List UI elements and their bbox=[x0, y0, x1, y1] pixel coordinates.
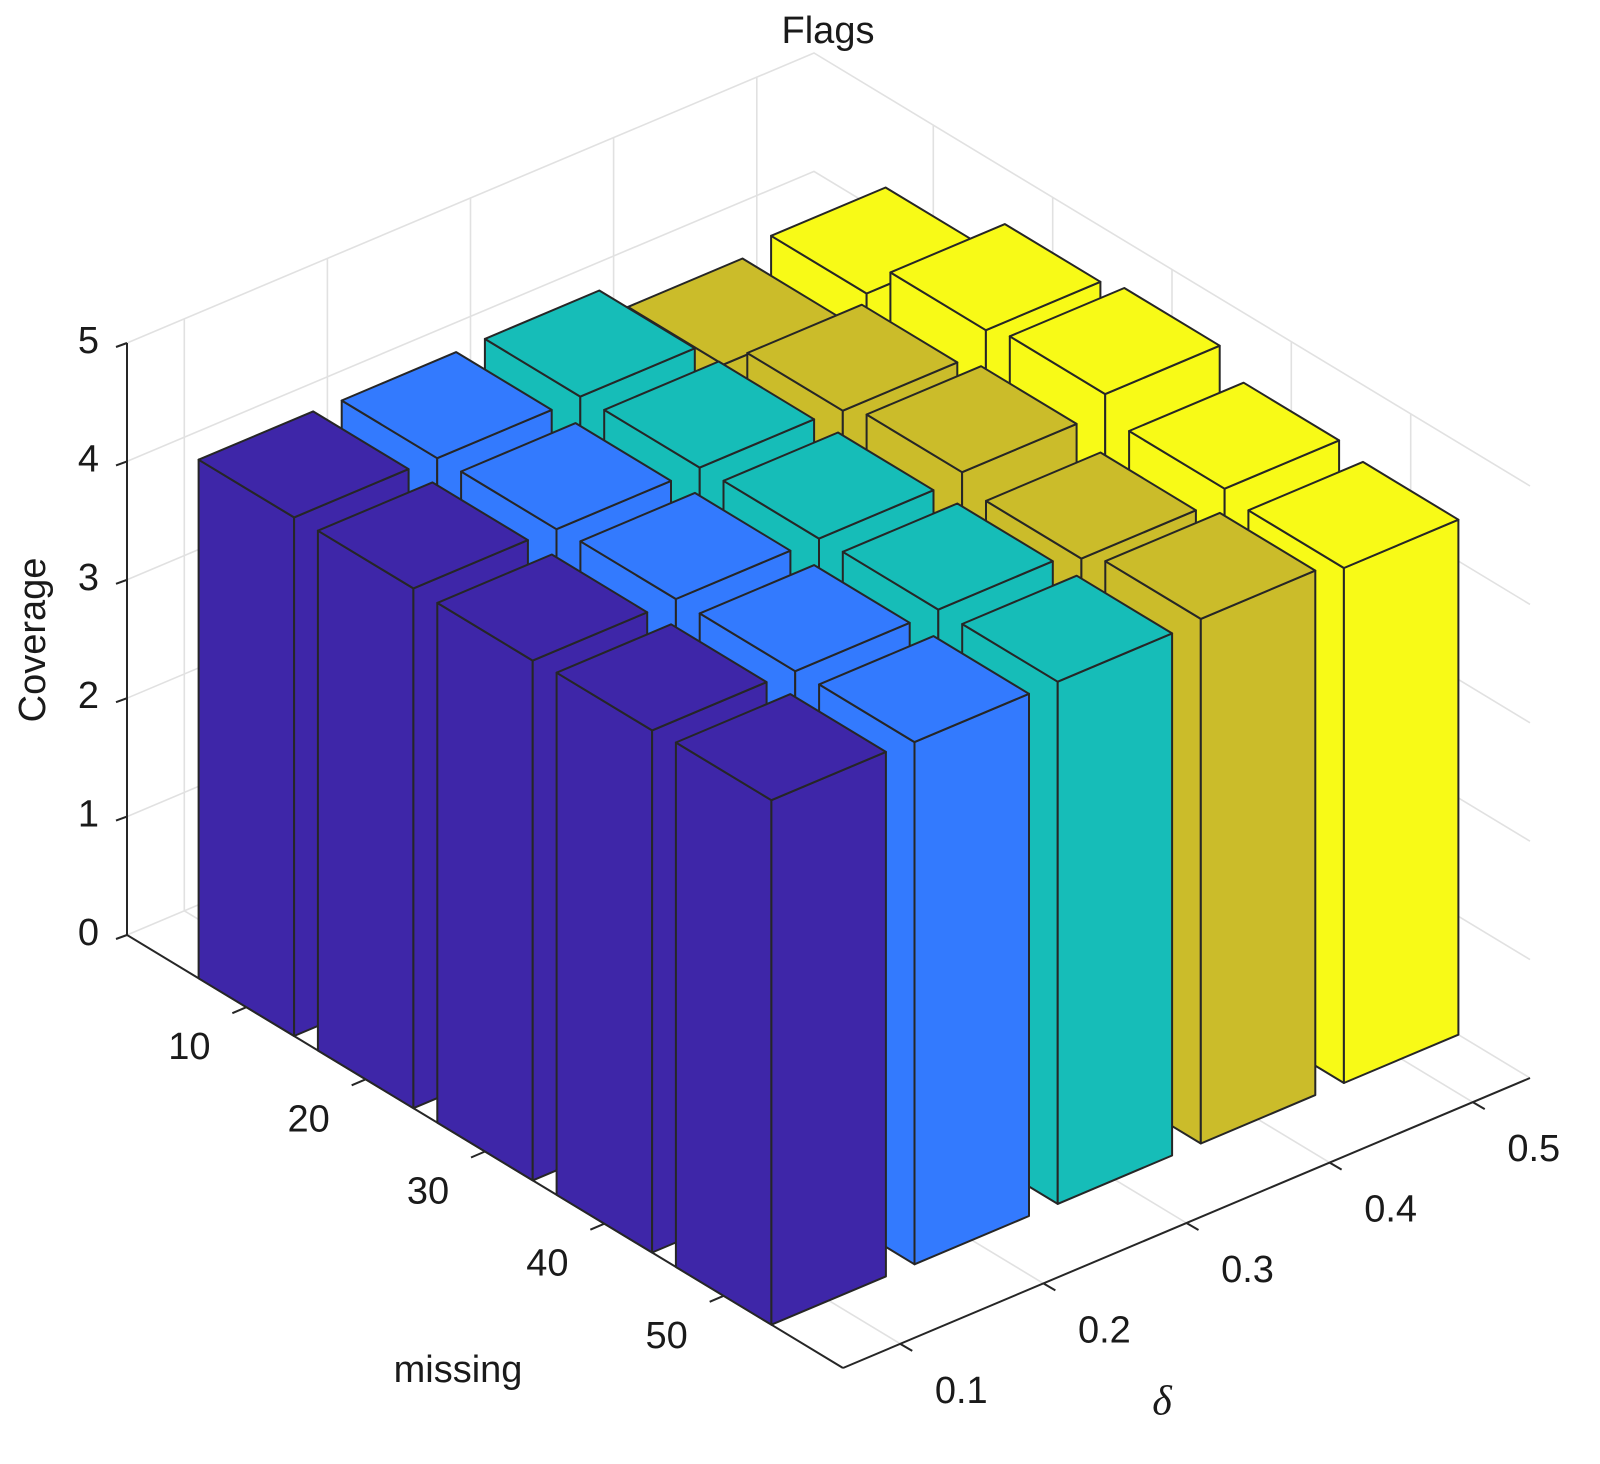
y-tick bbox=[899, 1342, 913, 1352]
axis-line bbox=[842, 1077, 1531, 1369]
z-tick bbox=[115, 342, 128, 348]
chart-title: Flags bbox=[782, 10, 875, 52]
bar-face-right bbox=[1199, 569, 1317, 1145]
x-axis-label: missing bbox=[394, 1349, 523, 1391]
z-tick bbox=[115, 578, 128, 585]
bar-top bbox=[340, 351, 553, 460]
x-tick-label: 10 bbox=[168, 1026, 210, 1068]
bar-face-left bbox=[436, 601, 534, 1182]
bar-top bbox=[674, 693, 887, 802]
x-tick-label: 50 bbox=[646, 1315, 688, 1357]
bar bbox=[674, 693, 887, 1326]
z-axis-label: Coverage bbox=[12, 558, 54, 723]
bar-top bbox=[746, 303, 959, 412]
y-tick bbox=[1329, 1161, 1343, 1171]
bar-top bbox=[603, 360, 816, 469]
x-tick-label: 20 bbox=[288, 1098, 330, 1140]
z-tick-label: 2 bbox=[78, 675, 99, 717]
grid-line bbox=[126, 52, 1531, 487]
bar-top bbox=[889, 223, 1102, 332]
bar-face-left bbox=[316, 529, 415, 1110]
x-tick bbox=[589, 1222, 605, 1231]
bar-face-right bbox=[770, 750, 887, 1326]
bar-top bbox=[865, 365, 1078, 474]
z-tick-label: 4 bbox=[78, 438, 99, 480]
bar-top bbox=[1128, 381, 1341, 490]
z-tick bbox=[115, 815, 128, 822]
z-tick bbox=[115, 697, 128, 704]
bar bbox=[197, 410, 410, 1037]
bar-face-right bbox=[913, 692, 1030, 1266]
y-tick-label: 0.5 bbox=[1507, 1128, 1560, 1170]
bar-top bbox=[961, 574, 1174, 683]
x-tick-label: 40 bbox=[526, 1243, 568, 1285]
bar-face-right bbox=[1056, 632, 1174, 1205]
bar-top bbox=[841, 502, 1054, 611]
y-tick bbox=[1042, 1282, 1056, 1292]
x-tick bbox=[470, 1150, 486, 1159]
bar-top bbox=[1247, 460, 1460, 569]
z-tick-label: 3 bbox=[78, 557, 99, 599]
bar-top bbox=[436, 553, 649, 662]
bar-top bbox=[698, 564, 911, 673]
bar-top bbox=[316, 481, 529, 590]
bar-face-left bbox=[197, 458, 296, 1037]
x-tick-label: 30 bbox=[407, 1171, 449, 1213]
z-tick bbox=[115, 934, 128, 940]
z-tick-label: 0 bbox=[78, 912, 99, 954]
bar-top bbox=[985, 451, 1197, 560]
bar-face-right bbox=[1342, 518, 1460, 1084]
bars bbox=[197, 186, 1460, 1326]
y-tick-label: 0.3 bbox=[1221, 1249, 1274, 1291]
axes: 0 1 2 3 4 5 10 20 30 40 50 0.1 0.2 0.3 0.4 0.5 bbox=[78, 320, 1560, 1412]
x-tick bbox=[709, 1294, 725, 1303]
y-tick-label: 0.4 bbox=[1364, 1189, 1417, 1231]
y-tick bbox=[1185, 1222, 1200, 1231]
y-tick bbox=[1472, 1101, 1486, 1111]
bar-top bbox=[483, 289, 696, 398]
bar-face-left bbox=[674, 741, 773, 1326]
bar-top bbox=[555, 623, 768, 732]
y-tick-label: 0.2 bbox=[1078, 1309, 1131, 1351]
bar-top bbox=[197, 410, 410, 519]
bar-top bbox=[1104, 511, 1317, 620]
bar-face-left bbox=[555, 671, 654, 1254]
bar-top bbox=[579, 491, 792, 600]
z-tick-label: 5 bbox=[78, 320, 99, 362]
bar-top bbox=[1008, 287, 1221, 396]
y-axis-label: δ bbox=[1152, 1379, 1173, 1425]
y-tick-label: 0.1 bbox=[935, 1370, 988, 1412]
bar-top bbox=[722, 431, 935, 540]
bar-top bbox=[818, 635, 1030, 744]
x-tick bbox=[351, 1078, 367, 1087]
z-tick bbox=[115, 460, 128, 467]
x-tick bbox=[231, 1006, 247, 1015]
bar-top bbox=[460, 422, 672, 531]
z-tick-label: 1 bbox=[78, 794, 99, 836]
